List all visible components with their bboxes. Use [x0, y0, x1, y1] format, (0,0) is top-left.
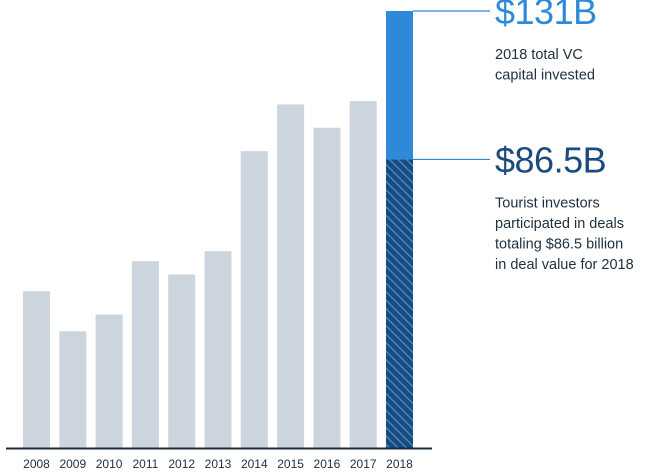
bar-2018-total-portion	[386, 11, 413, 160]
x-tick-label-2012: 2012	[168, 457, 195, 471]
x-tick-label-2018: 2018	[386, 457, 413, 471]
bar-2014	[240, 151, 268, 448]
bar-2012	[168, 274, 196, 448]
bar-2016	[313, 127, 341, 448]
bar-2009	[59, 331, 87, 448]
bar-2013	[204, 251, 232, 448]
callout-text-tourist-line-1: Tourist investors	[495, 195, 600, 211]
callout-value-tourist: $86.5B	[495, 139, 606, 180]
bar-2017	[349, 101, 377, 449]
bar-2015	[277, 104, 305, 449]
bar-2010	[95, 314, 123, 448]
callout-text-total-line-2: capital invested	[495, 68, 595, 84]
callouts-group: $131B 2018 total VC capital invested $86.5B…	[413, 0, 634, 273]
x-tick-label-2008: 2008	[23, 457, 50, 471]
bars-group	[23, 11, 413, 449]
callout-text-tourist-line-3: totaling $86.5 billion	[495, 236, 623, 252]
x-tick-label-2016: 2016	[314, 457, 341, 471]
callout-text-tourist-line-2: participated in deals	[495, 216, 624, 232]
x-tick-label-2011: 2011	[132, 457, 158, 471]
bar-2018-tourist-portion	[386, 159, 413, 448]
x-tick-label-2010: 2010	[96, 457, 123, 471]
x-tick-label-2014: 2014	[241, 457, 268, 471]
x-tick-label-2013: 2013	[205, 457, 232, 471]
x-tick-label-2017: 2017	[350, 457, 377, 471]
x-tick-label-2015: 2015	[277, 457, 304, 471]
x-tick-labels: 2008 2009 2010 2011 2012 2013 2014 2015 2016 2017…	[23, 457, 413, 471]
callout-value-total: $131B	[495, 0, 597, 32]
bar-2011	[131, 261, 159, 448]
callout-text-tourist-line-4: in deal value for 2018	[495, 257, 634, 273]
bar-2008	[23, 291, 50, 448]
callout-text-total-line-1: 2018 total VC	[495, 47, 583, 63]
x-tick-label-2009: 2009	[59, 457, 86, 471]
